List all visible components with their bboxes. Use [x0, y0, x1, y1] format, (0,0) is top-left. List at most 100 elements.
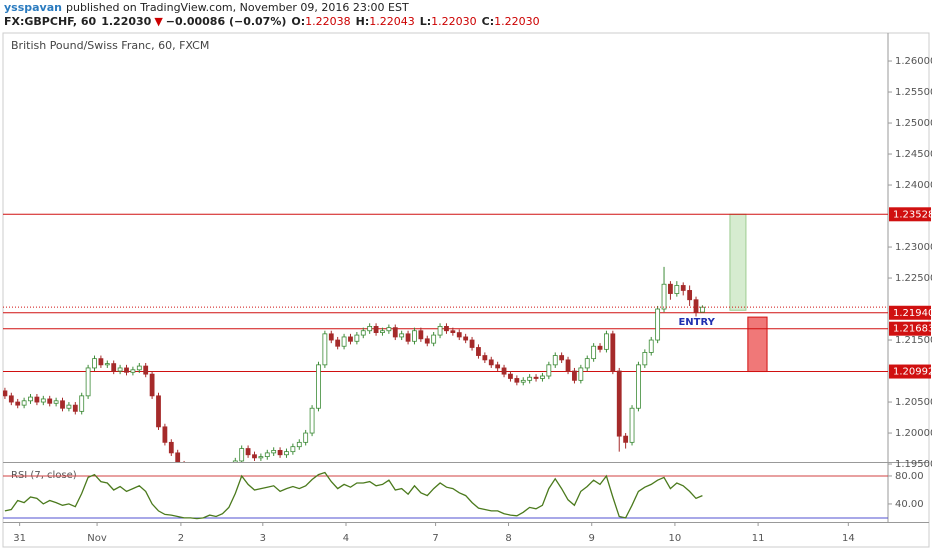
level-label-box	[889, 321, 931, 336]
candle-body	[60, 400, 65, 409]
zone	[729, 213, 747, 311]
candle-body	[559, 355, 565, 361]
candle-body	[92, 358, 97, 369]
candle-body	[28, 396, 33, 402]
level-label: 1.23528	[893, 209, 932, 220]
candle-body	[565, 359, 571, 372]
candle-body	[616, 370, 622, 437]
ohlc-value: 1.22030	[431, 15, 477, 28]
y-tick-label: 1.25500	[895, 87, 932, 98]
candle-body	[700, 306, 705, 313]
author[interactable]: ysspavan	[4, 1, 62, 14]
x-tick-label: 10	[669, 533, 682, 544]
candle-body	[117, 367, 123, 372]
candle-body	[98, 358, 104, 366]
y-tick-label: 1.20000	[895, 428, 932, 439]
x-tick-label: 3	[260, 533, 266, 544]
candle-body	[399, 333, 405, 338]
candle-body	[111, 363, 117, 372]
candle-body	[418, 330, 424, 340]
ohlc-value: 1.22030	[494, 15, 540, 28]
candle-body	[72, 404, 78, 412]
candle-body	[303, 432, 309, 443]
y-tick-label: 1.19500	[895, 459, 932, 470]
candle-body	[552, 355, 558, 366]
candle-body	[546, 364, 552, 377]
candle-body	[463, 336, 469, 341]
candle-body	[322, 333, 328, 366]
y-tick-label: 1.21500	[895, 335, 932, 346]
candle-body	[162, 426, 168, 443]
candle-body	[450, 330, 456, 333]
candle-body	[456, 332, 462, 338]
published: published on TradingView.com, November 0…	[66, 1, 409, 14]
symbol: FX:GBPCHF, 60	[4, 15, 97, 28]
candle-body	[156, 395, 161, 428]
candles	[3, 266, 705, 462]
candle-body	[245, 448, 251, 456]
candle-body	[277, 450, 283, 456]
x-tick-label: 9	[589, 533, 595, 544]
candle-body	[405, 333, 411, 342]
candle-body	[431, 334, 437, 344]
candle-body	[578, 367, 584, 381]
x-tick-label: 4	[343, 533, 349, 544]
candle-body	[386, 327, 392, 332]
candle-body	[629, 407, 635, 443]
x-tick-label: 2	[178, 533, 184, 544]
candle-body	[501, 367, 507, 375]
candle-body	[572, 370, 577, 381]
candle-body	[136, 365, 142, 371]
candle-body	[296, 441, 302, 448]
x-tick-label: 14	[842, 533, 855, 544]
level-label: 1.21940	[893, 308, 932, 319]
candle-body	[3, 390, 8, 397]
candle-body	[648, 339, 654, 353]
candle-body	[124, 367, 129, 373]
y-tick-label: 1.23000	[895, 242, 932, 253]
rsi-line	[4, 471, 703, 520]
candle-body	[34, 396, 40, 403]
candle-body	[354, 334, 360, 342]
candle-body	[79, 395, 85, 412]
level-label-box	[889, 305, 931, 320]
candle-body	[437, 325, 443, 336]
candle-body	[252, 454, 257, 459]
candle-body	[642, 352, 648, 366]
x-tick-label: 31	[13, 533, 26, 544]
rsi-tick-label: 80.00	[895, 471, 924, 482]
candle-body	[239, 448, 245, 462]
x-tick-label: 7	[432, 533, 438, 544]
candle-body	[66, 404, 72, 409]
candle-body	[412, 330, 417, 342]
candle-body	[655, 308, 661, 341]
candle-body	[40, 398, 46, 403]
candle-body	[693, 299, 699, 313]
x-tick-label: Nov	[87, 533, 107, 544]
candle-body	[444, 325, 449, 332]
ohlc-label: C:	[482, 15, 494, 28]
ohlc-value: 1.22043	[369, 15, 415, 28]
header-line: ysspavan published on TradingView.com, No…	[4, 1, 409, 14]
candle-body	[610, 333, 616, 372]
candle-body	[21, 400, 27, 406]
candle-body	[540, 375, 545, 379]
y-tick-label: 1.24000	[895, 180, 932, 191]
annotation: ENTRY	[678, 317, 715, 328]
change: −0.00086 (−0.07%)	[166, 15, 287, 28]
frame	[2, 32, 930, 548]
candle-body	[264, 452, 270, 458]
candle-body	[130, 369, 136, 373]
candle-body	[636, 364, 641, 409]
candle-body	[591, 345, 597, 360]
candle-body	[85, 367, 91, 397]
level-label: 1.20992	[893, 367, 932, 378]
candle-body	[514, 378, 520, 383]
candle-body	[290, 446, 296, 453]
candle-body	[360, 330, 366, 336]
y-tick-label: 1.22500	[895, 273, 932, 284]
candle-body	[309, 407, 315, 434]
candle-body	[584, 358, 590, 369]
